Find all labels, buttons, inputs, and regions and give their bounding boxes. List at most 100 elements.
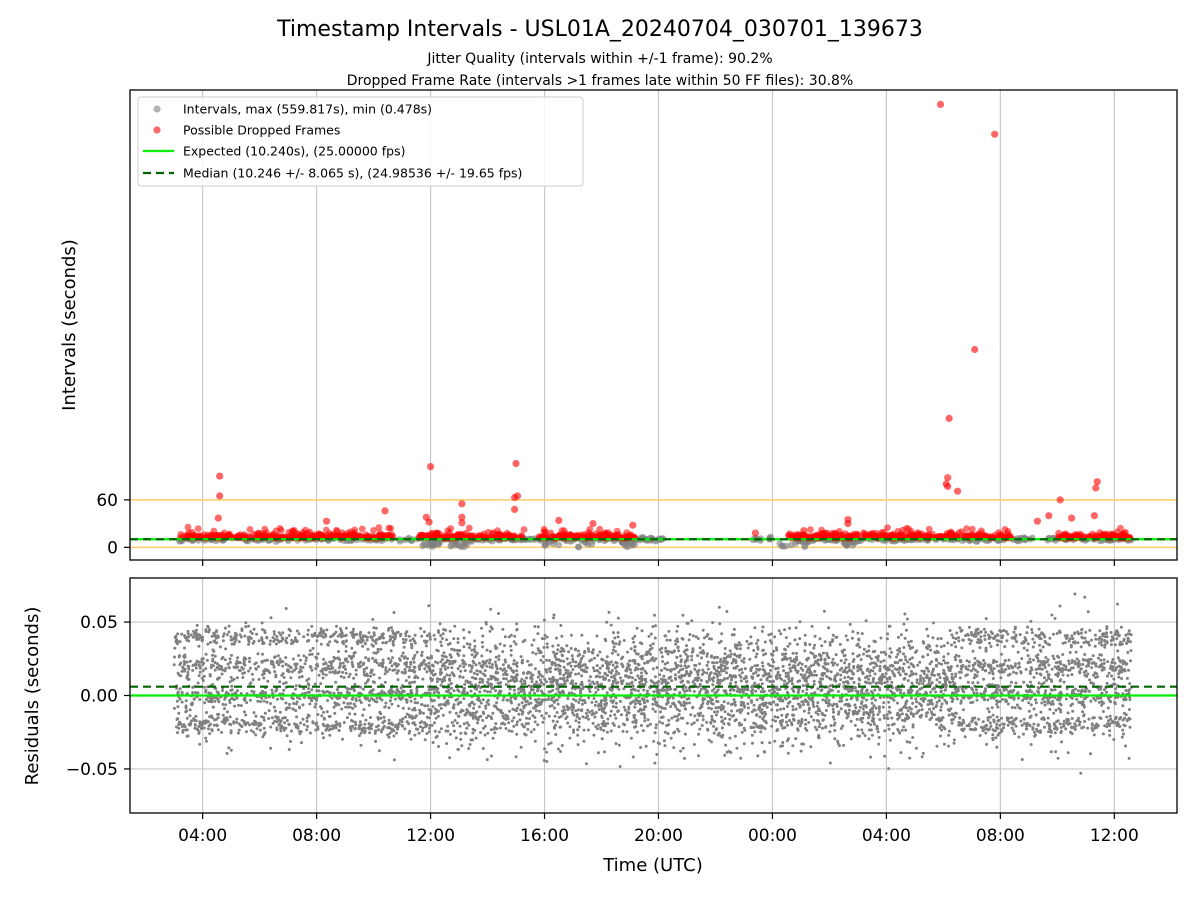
residual-point [420, 654, 424, 657]
residual-point [600, 737, 604, 741]
residual-point [600, 716, 604, 720]
residual-point [340, 707, 344, 711]
residual-point [592, 697, 596, 700]
residual-point [730, 633, 734, 637]
residual-point [909, 639, 913, 643]
residual-point [578, 653, 582, 656]
dropped-frame-point [447, 525, 455, 532]
residual-point [1119, 625, 1123, 629]
residual-point [498, 642, 502, 646]
residual-point [518, 718, 522, 722]
residual-point [530, 674, 534, 678]
residual-point [262, 726, 266, 730]
residual-point [284, 607, 288, 610]
residual-point [263, 631, 267, 635]
residual-point [643, 669, 647, 673]
residual-point [545, 750, 549, 754]
residual-point [352, 627, 355, 631]
residual-point [754, 670, 758, 674]
residual-point [413, 697, 417, 701]
residual-point [1039, 729, 1042, 733]
residual-point [689, 670, 693, 674]
residual-point [649, 644, 652, 647]
residual-point [709, 698, 713, 702]
residual-point [1032, 658, 1035, 662]
residual-point [752, 721, 756, 725]
residual-point [992, 720, 996, 724]
residual-point [280, 636, 284, 640]
residual-point [712, 731, 716, 735]
dropped-frame-point [854, 532, 862, 539]
residual-point [820, 644, 824, 648]
residual-point [275, 635, 279, 638]
residual-point [532, 728, 536, 731]
residual-point [930, 681, 934, 685]
residual-point [514, 709, 518, 713]
residual-point [726, 701, 730, 705]
residual-point [497, 612, 500, 615]
residual-point [1083, 653, 1087, 656]
residual-point [361, 663, 365, 667]
residual-point [341, 670, 345, 674]
residual-point [862, 704, 866, 708]
residual-point [1029, 743, 1033, 746]
residual-point [755, 642, 759, 645]
residual-point [905, 617, 909, 621]
residual-point [942, 644, 946, 648]
interval-point [1017, 537, 1024, 544]
residual-point [642, 688, 646, 692]
residual-point [656, 741, 660, 745]
residual-point [206, 624, 210, 628]
residual-point [962, 721, 966, 724]
residual-point [1015, 703, 1019, 707]
residual-point [693, 667, 697, 671]
residual-point [284, 656, 288, 660]
residual-point [872, 722, 876, 726]
residual-point [576, 649, 580, 653]
residual-point [176, 731, 179, 735]
residual-point [203, 701, 207, 705]
residual-point [580, 633, 584, 637]
residual-point [1086, 726, 1090, 730]
residual-point [996, 733, 1000, 737]
residual-point [191, 668, 195, 672]
residual-point [1036, 656, 1040, 660]
residual-point [906, 709, 910, 713]
residual-point [711, 621, 715, 625]
residual-point [422, 658, 426, 662]
residual-point [1076, 641, 1080, 645]
residual-point [955, 664, 959, 668]
residual-point [633, 688, 637, 692]
residual-point [229, 675, 233, 679]
residual-point [420, 634, 424, 638]
residual-point [1116, 602, 1119, 606]
residual-point [660, 688, 663, 692]
residual-point [1064, 665, 1068, 669]
residual-point [904, 728, 908, 732]
residual-point [1043, 703, 1047, 707]
residual-point [620, 713, 623, 717]
residual-point [603, 750, 606, 754]
residual-point [852, 681, 856, 684]
residual-point [498, 726, 502, 730]
residual-point [551, 644, 555, 648]
residual-point [1045, 678, 1048, 682]
residual-point [683, 732, 687, 736]
residual-point [1053, 731, 1057, 735]
residual-point [1106, 660, 1110, 664]
residual-point [1078, 720, 1082, 724]
residual-point [687, 664, 690, 668]
residual-point [690, 619, 694, 623]
residual-point [310, 668, 314, 672]
residual-point [591, 721, 595, 725]
residual-point [611, 705, 615, 709]
residual-point [730, 661, 734, 665]
residual-point [188, 659, 192, 663]
residual-point [793, 638, 797, 642]
residual-point [885, 637, 889, 641]
residual-point [705, 652, 709, 656]
residual-point [488, 690, 492, 694]
residual-point [213, 654, 217, 658]
residual-point [204, 652, 208, 656]
